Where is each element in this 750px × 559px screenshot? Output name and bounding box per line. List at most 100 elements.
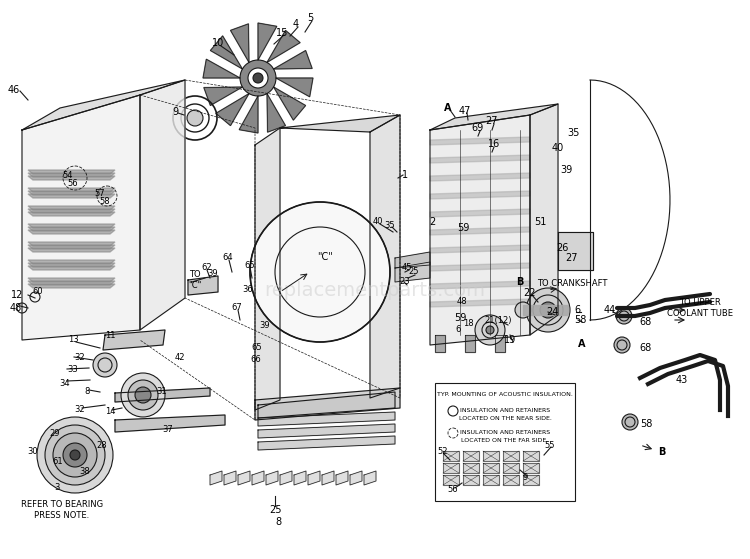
Text: 31: 31 (157, 387, 167, 396)
Polygon shape (267, 93, 286, 132)
Text: 40: 40 (373, 217, 383, 226)
Polygon shape (443, 463, 459, 473)
Text: 33: 33 (68, 366, 78, 375)
Text: TO UPPER
COOLANT TUBE: TO UPPER COOLANT TUBE (667, 299, 733, 318)
Polygon shape (430, 263, 530, 271)
Polygon shape (530, 104, 558, 335)
Polygon shape (203, 59, 240, 78)
Text: B: B (516, 277, 524, 287)
Polygon shape (28, 173, 115, 177)
Circle shape (121, 373, 165, 417)
Polygon shape (503, 463, 519, 473)
Text: 9: 9 (522, 473, 528, 482)
Text: 4: 4 (293, 19, 299, 29)
Polygon shape (503, 451, 519, 461)
Circle shape (93, 353, 117, 377)
Polygon shape (255, 388, 400, 420)
Text: 34: 34 (60, 378, 70, 387)
Polygon shape (274, 87, 306, 120)
Text: 56: 56 (68, 178, 78, 187)
Text: replacementparts.com: replacementparts.com (265, 281, 485, 300)
Text: 43: 43 (676, 375, 688, 385)
Polygon shape (430, 115, 530, 345)
Circle shape (248, 68, 268, 88)
Text: 36: 36 (243, 286, 254, 295)
Text: 44: 44 (604, 305, 616, 315)
Text: 62: 62 (202, 263, 212, 272)
Polygon shape (443, 475, 459, 485)
Polygon shape (28, 230, 115, 234)
Polygon shape (28, 266, 115, 270)
Text: 67: 67 (232, 304, 242, 312)
Polygon shape (483, 451, 499, 461)
Polygon shape (258, 412, 395, 426)
Polygon shape (336, 471, 348, 485)
Text: 35: 35 (568, 128, 580, 138)
Text: 57: 57 (94, 188, 105, 197)
Text: 37: 37 (163, 425, 173, 434)
Polygon shape (238, 471, 250, 485)
Polygon shape (28, 170, 115, 174)
Polygon shape (465, 335, 475, 352)
Polygon shape (430, 227, 530, 235)
Polygon shape (28, 212, 115, 216)
Text: 5: 5 (307, 13, 314, 23)
Polygon shape (308, 471, 320, 485)
Text: 15: 15 (276, 28, 288, 38)
Text: 66: 66 (251, 356, 261, 364)
Polygon shape (266, 471, 278, 485)
Text: 58: 58 (574, 315, 586, 325)
Polygon shape (28, 209, 115, 213)
Text: REFER TO BEARING
PRESS NOTE.: REFER TO BEARING PRESS NOTE. (21, 500, 103, 520)
Circle shape (187, 110, 203, 126)
Text: 27: 27 (566, 253, 578, 263)
Text: 6: 6 (455, 325, 460, 334)
Text: 22: 22 (524, 288, 536, 298)
Polygon shape (258, 424, 395, 438)
Polygon shape (28, 263, 115, 267)
Text: 52: 52 (438, 448, 448, 457)
Polygon shape (188, 276, 218, 295)
Polygon shape (28, 248, 115, 252)
Polygon shape (435, 335, 445, 352)
Circle shape (515, 302, 531, 318)
Text: 23: 23 (400, 277, 410, 287)
Text: 39: 39 (208, 268, 218, 277)
Text: 14: 14 (105, 408, 116, 416)
Polygon shape (463, 463, 479, 473)
Polygon shape (430, 104, 558, 130)
Polygon shape (463, 451, 479, 461)
Polygon shape (364, 471, 376, 485)
Polygon shape (140, 80, 185, 330)
Polygon shape (267, 30, 300, 63)
Text: TO
"C": TO "C" (188, 271, 202, 290)
Text: A: A (444, 103, 452, 113)
Text: 8: 8 (275, 517, 281, 527)
Polygon shape (443, 451, 459, 461)
Text: 39: 39 (260, 320, 270, 329)
Text: 18: 18 (463, 320, 473, 329)
Text: 60: 60 (33, 287, 44, 296)
Circle shape (37, 417, 113, 493)
Polygon shape (430, 281, 530, 289)
Text: INSULATION AND RETAINERS: INSULATION AND RETAINERS (460, 408, 550, 413)
Polygon shape (395, 252, 430, 268)
Polygon shape (483, 463, 499, 473)
Polygon shape (430, 155, 530, 163)
Circle shape (253, 73, 263, 83)
Polygon shape (430, 299, 530, 307)
Text: 10: 10 (211, 38, 224, 48)
Circle shape (475, 315, 505, 345)
Text: 48: 48 (10, 303, 22, 313)
Text: 3: 3 (54, 484, 60, 492)
Text: 32: 32 (75, 353, 86, 362)
Text: TYP. MOUNTING OF ACOUSTIC INSULATION.: TYP. MOUNTING OF ACOUSTIC INSULATION. (437, 392, 573, 397)
Text: 6: 6 (574, 305, 580, 315)
Polygon shape (28, 191, 115, 195)
Text: 45: 45 (402, 263, 412, 272)
Polygon shape (28, 224, 115, 228)
Circle shape (250, 202, 390, 342)
Circle shape (622, 414, 638, 430)
Text: 35: 35 (385, 220, 395, 230)
Polygon shape (395, 262, 430, 282)
